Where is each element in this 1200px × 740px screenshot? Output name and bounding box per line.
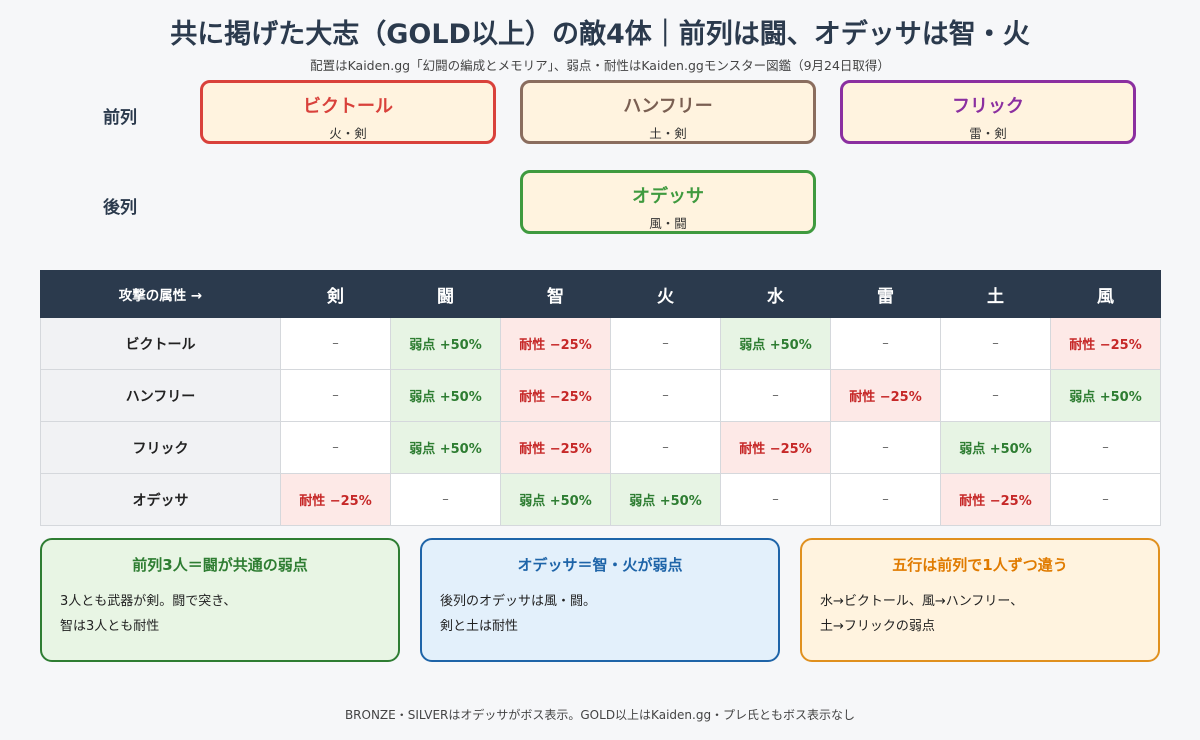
enemy-card-victor: ビクトール 火・剣 [200,80,496,144]
table-cell: – [830,421,941,474]
weakness-table: 攻撃の属性 → 剣 闘 智 火 水 雷 土 風 ビクトール – 弱点 +50% … [40,270,1161,526]
table-row: オデッサ 耐性 −25% – 弱点 +50% 弱点 +50% – – 耐性 −2… [40,473,1161,526]
table-cell: 耐性 −25% [500,317,611,370]
footer-note: BRONZE・SILVERはオデッサがボス表示。GOLD以上はKaiden.gg… [344,708,856,722]
back-row-label: 後列 [103,198,137,218]
table-cell: – [720,473,831,526]
note-line: 水→ビクトール、風→ハンフリー、 [820,594,1024,609]
note-line: 智は3人とも耐性 [60,619,160,634]
table-row: フリック – 弱点 +50% 耐性 −25% – 耐性 −25% – 弱点 +5… [40,421,1161,474]
note-line: 剣と土は耐性 [440,619,519,634]
note-line: 土→フリックの弱点 [820,619,935,634]
note-front-row: 前列3人＝闘が共通の弱点 3人とも武器が剣。闘で突き、 智は3人とも耐性 [40,538,400,662]
table-cell: – [830,473,941,526]
table-cell: 耐性 −25% [720,421,831,474]
table-cell: 弱点 +50% [390,317,501,370]
table-cell: 耐性 −25% [500,369,611,422]
table-cell: – [610,317,721,370]
table-cell: 耐性 −25% [500,421,611,474]
column-header: 剣 [280,270,391,318]
table-row: ビクトール – 弱点 +50% 耐性 −25% – 弱点 +50% – – 耐性… [40,317,1161,370]
note-title: オデッサ＝智・火が弱点 [517,556,683,574]
table-corner-label: 攻撃の属性 → [40,270,281,318]
table-cell: – [610,369,721,422]
column-header: 闘 [390,270,501,318]
table-cell: – [280,317,391,370]
column-header: 火 [610,270,721,318]
note-odessa: オデッサ＝智・火が弱点 後列のオデッサは風・闘。 剣と土は耐性 [420,538,780,662]
enemy-name: フリック [952,96,1024,117]
table-cell: 弱点 +50% [390,421,501,474]
column-header: 雷 [830,270,941,318]
row-name: フリック [40,421,281,474]
enemy-name: ビクトール [303,96,393,117]
table-cell: – [940,369,1051,422]
enemy-card-humphrey: ハンフリー 土・剣 [520,80,816,144]
table-cell: 耐性 −25% [940,473,1051,526]
row-name: ビクトール [40,317,281,370]
page-title: 共に掲げた大志（GOLD以上）の敵4体｜前列は闘、オデッサは智・火 [170,19,1030,50]
enemy-card-odessa: オデッサ 風・闘 [520,170,816,234]
table-header-row: 攻撃の属性 → 剣 闘 智 火 水 雷 土 風 [40,270,1161,318]
table-cell: 弱点 +50% [940,421,1051,474]
column-header: 水 [720,270,831,318]
table-cell: – [390,473,501,526]
enemy-name: ハンフリー [623,96,713,117]
enemy-attributes: 風・闘 [649,216,687,231]
table-cell: 耐性 −25% [1050,317,1161,370]
source-note: 配置はKaiden.gg「幻闘の編成とメモリア」、弱点・耐性はKaiden.gg… [310,58,890,73]
enemy-card-flik: フリック 雷・剣 [840,80,1136,144]
table-cell: 弱点 +50% [500,473,611,526]
enemy-name: オデッサ [632,186,704,207]
table-cell: 耐性 −25% [280,473,391,526]
note-line: 3人とも武器が剣。闘で突き、 [60,594,237,609]
table-cell: 弱点 +50% [610,473,721,526]
row-name: オデッサ [40,473,281,526]
column-header: 土 [940,270,1051,318]
row-name: ハンフリー [40,369,281,422]
table-cell: 弱点 +50% [720,317,831,370]
table-cell: 耐性 −25% [830,369,941,422]
table-cell: – [940,317,1051,370]
note-line: 後列のオデッサは風・闘。 [440,594,597,609]
note-elements: 五行は前列で1人ずつ違う 水→ビクトール、風→ハンフリー、 土→フリックの弱点 [800,538,1160,662]
column-header: 風 [1050,270,1161,318]
note-title: 五行は前列で1人ずつ違う [892,556,1068,574]
table-cell: 弱点 +50% [390,369,501,422]
table-cell: – [720,369,831,422]
table-row: ハンフリー – 弱点 +50% 耐性 −25% – – 耐性 −25% – 弱点… [40,369,1161,422]
note-title: 前列3人＝闘が共通の弱点 [132,556,308,574]
table-cell: – [1050,473,1161,526]
enemy-attributes: 土・剣 [649,126,687,141]
table-cell: – [280,421,391,474]
table-cell: – [280,369,391,422]
front-row-label: 前列 [103,108,137,128]
enemy-attributes: 火・剣 [329,126,367,141]
column-header: 智 [500,270,611,318]
table-cell: – [1050,421,1161,474]
table-cell: 弱点 +50% [1050,369,1161,422]
enemy-attributes: 雷・剣 [969,126,1007,141]
table-cell: – [830,317,941,370]
table-cell: – [610,421,721,474]
